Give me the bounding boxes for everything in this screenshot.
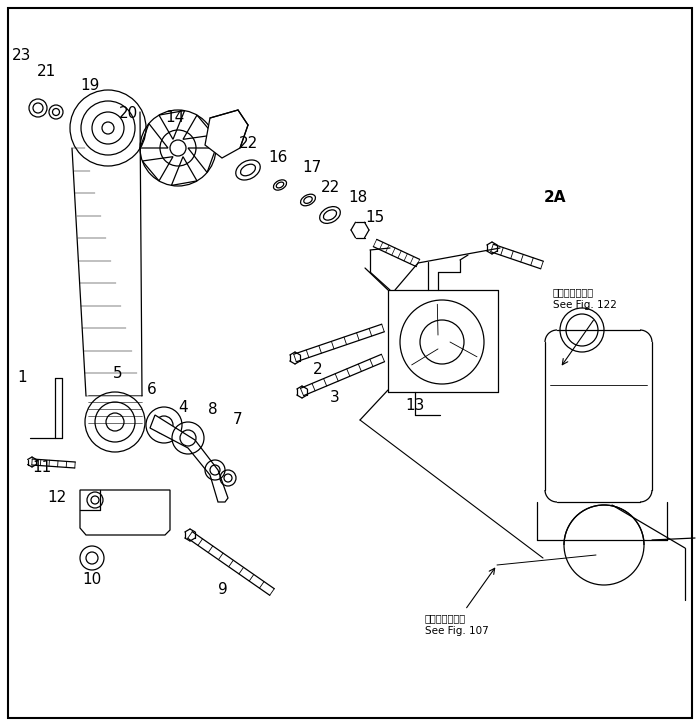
Text: 23: 23 — [13, 47, 32, 62]
Text: 21: 21 — [37, 65, 57, 80]
Text: 2: 2 — [313, 362, 323, 378]
Text: 13: 13 — [405, 398, 425, 412]
Text: 5: 5 — [113, 367, 122, 381]
Text: 19: 19 — [80, 78, 99, 92]
Text: 11: 11 — [32, 460, 52, 476]
Text: 20: 20 — [118, 105, 138, 121]
Text: 14: 14 — [165, 110, 185, 126]
Text: 4: 4 — [178, 401, 188, 415]
Text: 第１２２図参照: 第１２２図参照 — [553, 287, 594, 297]
Text: See Fig. 107: See Fig. 107 — [425, 626, 489, 636]
Text: 22: 22 — [239, 136, 258, 150]
Text: 2A: 2A — [544, 190, 566, 205]
Text: 6: 6 — [147, 383, 157, 398]
Polygon shape — [80, 490, 170, 535]
Text: 第１０７図参照: 第１０７図参照 — [425, 613, 466, 623]
Text: 8: 8 — [208, 402, 218, 417]
Polygon shape — [205, 110, 248, 158]
Text: 17: 17 — [302, 160, 321, 176]
Text: 18: 18 — [349, 190, 368, 205]
Text: 15: 15 — [365, 211, 384, 226]
Text: 9: 9 — [218, 582, 228, 597]
Text: 7: 7 — [233, 412, 243, 428]
Text: 1: 1 — [18, 370, 27, 386]
Text: 12: 12 — [48, 491, 66, 505]
Text: 16: 16 — [268, 150, 288, 165]
Text: 10: 10 — [83, 573, 102, 587]
Text: See Fig. 122: See Fig. 122 — [553, 300, 617, 310]
Text: 3: 3 — [330, 391, 340, 406]
Polygon shape — [150, 415, 228, 502]
Text: 22: 22 — [321, 181, 340, 195]
